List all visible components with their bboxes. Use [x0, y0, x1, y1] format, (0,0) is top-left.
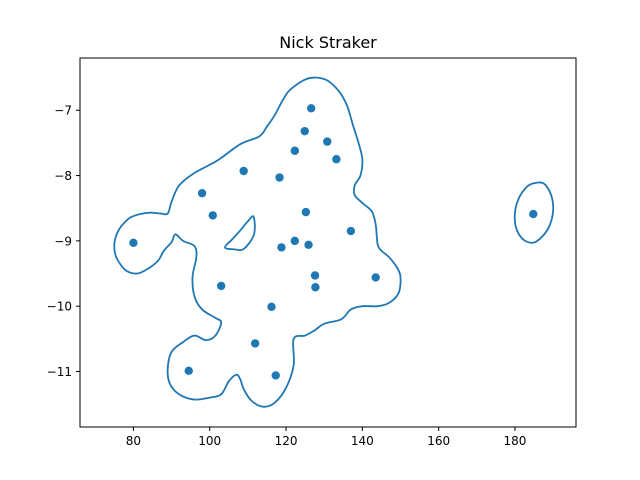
scatter-point — [275, 173, 284, 182]
scatter-point — [208, 211, 217, 220]
y-tick-label: −7 — [54, 104, 72, 118]
scatter-point — [300, 126, 309, 136]
y-tick-label: −8 — [54, 169, 72, 183]
scatter-point — [346, 226, 356, 236]
scatter-point — [271, 371, 280, 380]
scatter-point — [290, 146, 300, 155]
y-tick-label: −10 — [47, 300, 72, 314]
scatter-point — [184, 366, 193, 376]
scatter-point — [310, 271, 320, 280]
scatter-point — [216, 281, 226, 291]
scatter-point — [311, 283, 320, 292]
x-tick-label: 120 — [275, 434, 298, 448]
scatter-point — [529, 209, 538, 219]
y-tick-label: −11 — [47, 365, 72, 379]
scatter-point — [332, 155, 341, 164]
density-contours — [113, 76, 555, 408]
x-tick-label: 100 — [198, 434, 221, 448]
scatter-point — [129, 238, 138, 248]
y-axis: −7 −8 −9 −10 −11 — [47, 104, 80, 379]
chart-title: Nick Straker — [279, 33, 377, 52]
scatter-points — [129, 104, 538, 380]
x-tick-label: 180 — [504, 434, 527, 448]
x-tick-label: 140 — [351, 434, 374, 448]
scatter-point — [301, 207, 311, 217]
scatter-point — [323, 137, 332, 146]
density-contour-1 — [113, 76, 402, 408]
scatter-point — [290, 236, 300, 246]
scatter-point — [267, 302, 276, 312]
y-tick-label: −9 — [54, 234, 72, 248]
x-axis: 80 100 120 140 160 180 — [126, 427, 527, 448]
density-contour-2 — [224, 215, 256, 251]
density-contour-3 — [513, 181, 555, 244]
x-tick-label: 80 — [126, 434, 141, 448]
scatter-point — [197, 188, 207, 198]
scatter-point — [307, 104, 316, 113]
plot-frame — [79, 57, 577, 428]
scatter-point — [250, 339, 260, 348]
scatter-point — [304, 240, 313, 249]
x-tick-label: 160 — [427, 434, 450, 448]
scatter-point — [277, 243, 286, 252]
scatter-point — [371, 273, 380, 282]
scatter-point — [239, 166, 248, 176]
